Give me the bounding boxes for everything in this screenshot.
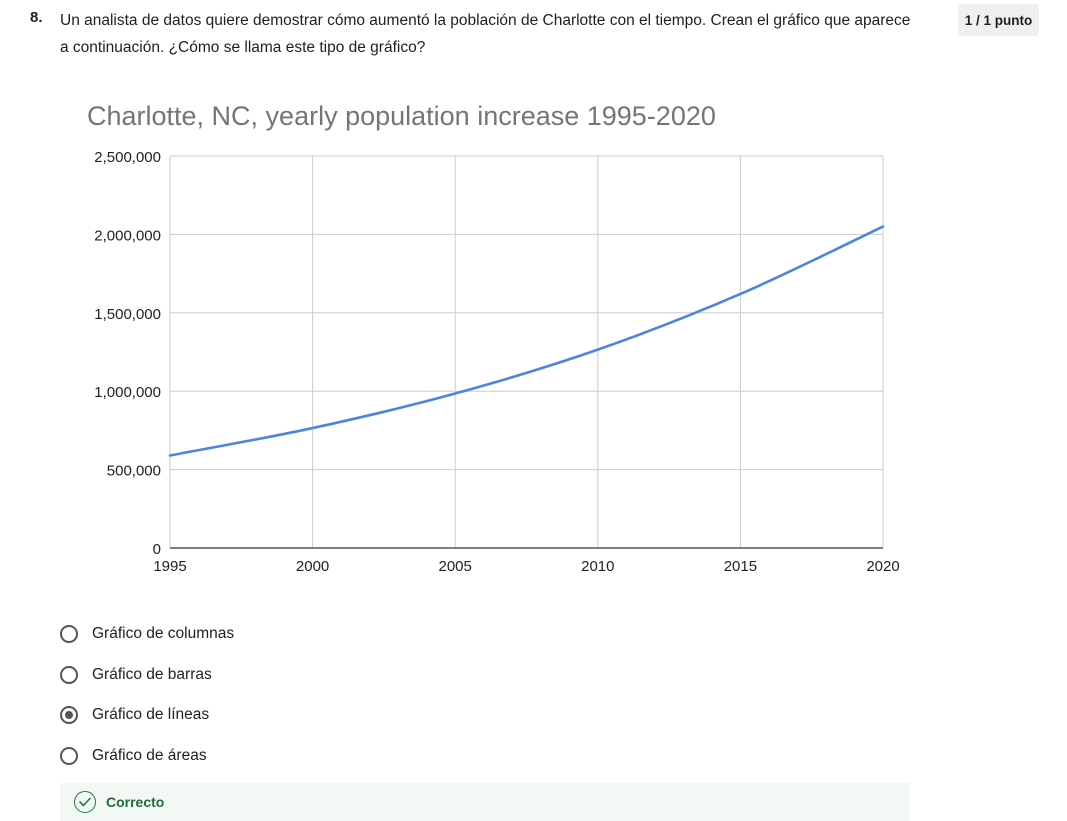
radio-selected-icon[interactable] [60, 706, 78, 724]
y-tick-label: 2,000,000 [94, 227, 161, 244]
y-tick-label: 1,000,000 [94, 384, 161, 401]
x-tick-label: 2005 [439, 558, 472, 575]
feedback-banner: Correcto [60, 783, 910, 821]
x-tick-label: 2020 [866, 558, 899, 575]
data-point [881, 225, 885, 229]
radio-icon[interactable] [60, 666, 78, 684]
data-point [311, 426, 315, 430]
option-label: Gráfico de líneas [92, 706, 210, 723]
x-tick-label: 2010 [581, 558, 614, 575]
population-line-chart: Charlotte, NC, yearly population increas… [87, 101, 900, 575]
question-number: 8. [30, 9, 43, 26]
data-point [738, 292, 742, 296]
checkmark-icon [79, 797, 91, 807]
option-columnas[interactable]: Gráfico de columnas [60, 614, 360, 654]
option-barras[interactable]: Gráfico de barras [60, 655, 360, 695]
y-tick-label: 2,500,000 [94, 149, 161, 166]
feedback-label: Correcto [106, 794, 165, 810]
y-tick-label: 1,500,000 [94, 306, 161, 323]
population-series-line [168, 225, 885, 457]
y-tick-label: 0 [153, 541, 161, 558]
radio-icon[interactable] [60, 747, 78, 765]
option-areas[interactable]: Gráfico de áreas [60, 736, 360, 776]
option-label: Gráfico de áreas [92, 747, 207, 764]
points-badge: 1 / 1 punto [958, 4, 1039, 36]
option-lineas[interactable]: Gráfico de líneas [60, 695, 360, 735]
data-point [168, 453, 172, 457]
data-point [596, 348, 600, 352]
x-tick-label: 1995 [153, 558, 186, 575]
x-tick-label: 2000 [296, 558, 329, 575]
option-label: Gráfico de columnas [92, 625, 235, 642]
y-tick-label: 500,000 [107, 463, 161, 480]
option-label: Gráfico de barras [92, 666, 212, 683]
chart-svg: Charlotte, NC, yearly population increas… [87, 101, 900, 575]
x-tick-label: 2015 [724, 558, 757, 575]
data-point [453, 392, 457, 396]
question-text: Un analista de datos quiere demostrar có… [60, 12, 911, 56]
chart-title: Charlotte, NC, yearly population increas… [87, 101, 716, 131]
radio-icon[interactable] [60, 625, 78, 643]
check-circle-icon [74, 791, 96, 813]
